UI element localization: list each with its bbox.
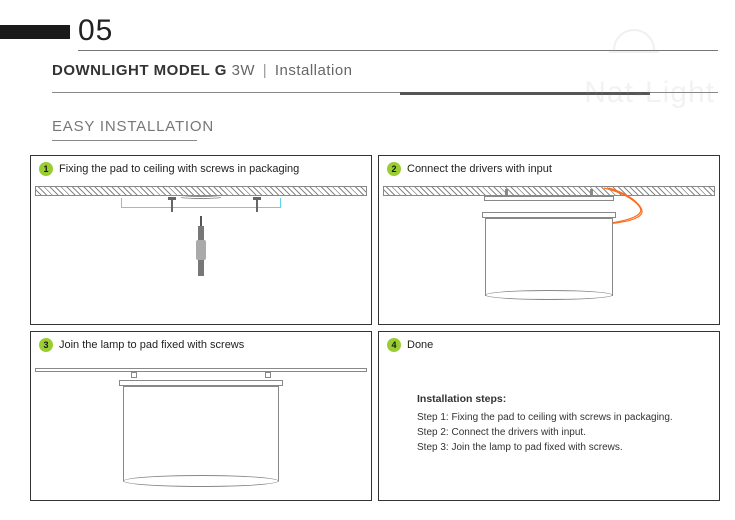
- mount-plate-icon: [484, 196, 614, 201]
- header-underline: [78, 50, 718, 51]
- page-number: 05: [78, 14, 113, 48]
- instruction-grid: 1 Fixing the pad to ceiling with screws …: [30, 155, 720, 501]
- panel-3-header: 3 Join the lamp to pad fixed with screws: [39, 338, 244, 352]
- panel-2: 2 Connect the drivers with input: [378, 155, 720, 325]
- panel-1-caption: Fixing the pad to ceiling with screws in…: [59, 163, 299, 175]
- title-page-type: Installation: [275, 62, 353, 79]
- step-badge-2: 2: [387, 162, 401, 176]
- mount-screw-icon: [265, 372, 271, 378]
- screw-icon: [256, 200, 258, 212]
- installation-steps-block: Installation steps: Step 1: Fixing the p…: [417, 392, 699, 455]
- step-line-2: Step 2: Connect the drivers with input.: [417, 425, 699, 440]
- mount-screw-icon: [131, 372, 137, 378]
- panel-3-caption: Join the lamp to pad fixed with screws: [59, 339, 244, 351]
- panel-2-header: 2 Connect the drivers with input: [387, 162, 552, 176]
- step-badge-1: 1: [39, 162, 53, 176]
- panel-1: 1 Fixing the pad to ceiling with screws …: [30, 155, 372, 325]
- title-product: DOWNLIGHT MODEL G: [52, 62, 227, 79]
- panel-4-caption: Done: [407, 339, 433, 351]
- panel-4-header: 4 Done: [387, 338, 433, 352]
- title-rule-thick: [400, 92, 650, 95]
- lamp-body-icon: [485, 218, 613, 296]
- step-badge-3: 3: [39, 338, 53, 352]
- screwdriver-icon: [198, 226, 204, 276]
- panel-4: 4 Done Installation steps: Step 1: Fixin…: [378, 331, 720, 501]
- ceiling-hatch-icon: [35, 186, 367, 196]
- title-spec: 3W: [232, 62, 256, 79]
- section-underline: [52, 140, 197, 141]
- lamp-base-ellipse-icon: [485, 290, 613, 300]
- steps-heading: Installation steps:: [417, 392, 699, 408]
- step-line-1: Step 1: Fixing the pad to ceiling with s…: [417, 410, 699, 425]
- header-accent-bar: [0, 25, 70, 39]
- title-divider: |: [263, 62, 267, 79]
- page-title: DOWNLIGHT MODEL G 3W | Installation: [52, 62, 353, 79]
- watermark: Nat-Light: [584, 20, 715, 110]
- lamp-body-icon: [123, 386, 279, 481]
- lamp-base-ellipse-icon: [123, 475, 279, 487]
- plate-hole-icon: [181, 196, 221, 199]
- wire-icon: [599, 186, 699, 226]
- screw-icon: [171, 200, 173, 212]
- step-line-3: Step 3: Join the lamp to pad fixed with …: [417, 440, 699, 455]
- step-badge-4: 4: [387, 338, 401, 352]
- section-title: EASY INSTALLATION: [52, 118, 214, 135]
- ceiling-line-icon: [35, 368, 367, 372]
- panel-3: 3 Join the lamp to pad fixed with screws: [30, 331, 372, 501]
- panel-1-header: 1 Fixing the pad to ceiling with screws …: [39, 162, 299, 176]
- panel-2-caption: Connect the drivers with input: [407, 163, 552, 175]
